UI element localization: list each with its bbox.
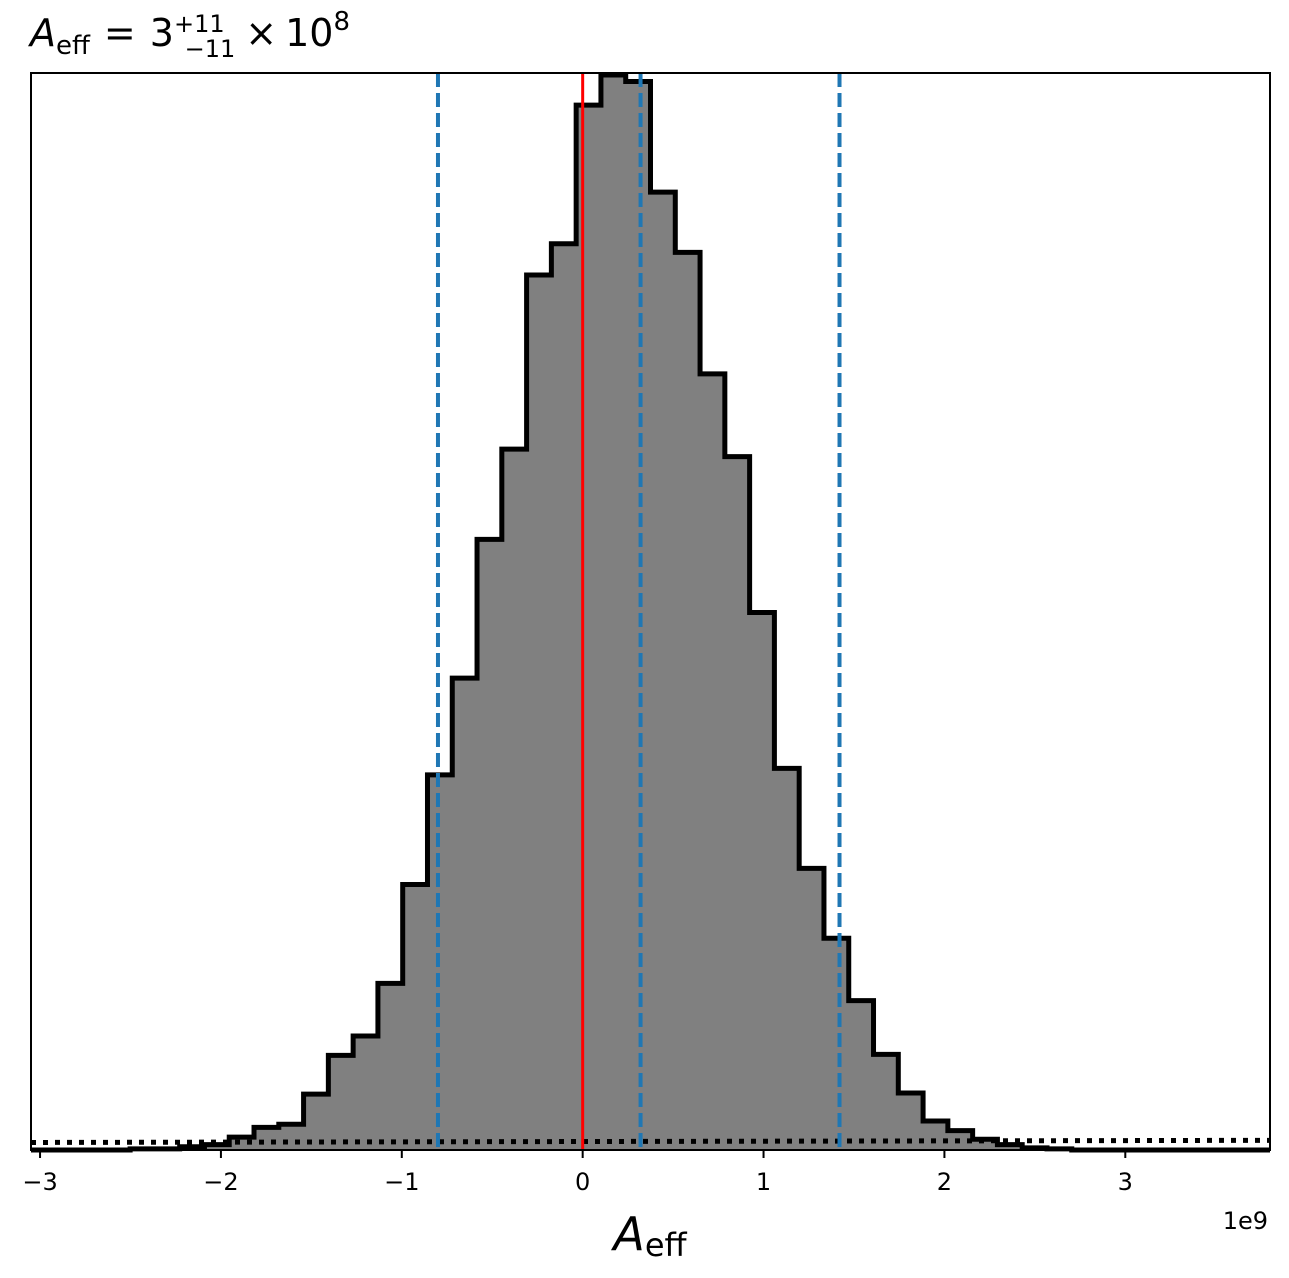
histogram-bar <box>724 456 751 1150</box>
histogram-bar <box>278 1124 305 1150</box>
axes-frame <box>30 72 1271 1151</box>
histogram-bar <box>477 539 503 1150</box>
histogram-bar <box>823 938 850 1150</box>
histogram-bar <box>675 252 701 1150</box>
histogram-outline <box>31 72 1270 1153</box>
histogram-bar <box>526 274 552 1150</box>
histogram-bar <box>328 1055 354 1150</box>
histogram-bar <box>848 1000 875 1150</box>
histogram-bar <box>625 81 651 1151</box>
histogram-bar <box>576 105 602 1151</box>
histogram-bar <box>923 1120 949 1150</box>
histogram-bar <box>377 983 404 1150</box>
histogram-bar <box>501 449 528 1151</box>
histogram-bar <box>204 1144 230 1150</box>
histogram-bar <box>873 1054 899 1150</box>
histogram-bar <box>947 1130 974 1150</box>
x-tick-label: 2 <box>937 1168 952 1196</box>
histogram-bar <box>551 243 577 1150</box>
histogram-bar <box>254 1127 280 1150</box>
histogram-bar <box>353 1036 379 1150</box>
x-tick-label: −1 <box>384 1168 419 1196</box>
x-tick-label: −3 <box>22 1168 57 1196</box>
histogram-bar <box>700 373 726 1151</box>
plot-area <box>30 72 1271 1153</box>
x-tick-label: −2 <box>203 1168 238 1196</box>
x-axis-label: Aeff <box>610 1207 687 1264</box>
chart-title: Aeff = 3+11 −11 × 108 <box>27 7 350 63</box>
histogram-bar <box>650 192 676 1151</box>
prior-line <box>30 1137 1271 1145</box>
histogram-bar <box>402 884 428 1150</box>
histogram-bar <box>972 1139 998 1150</box>
x-offset-text: 1e9 <box>1223 1207 1268 1235</box>
histogram-bar <box>774 768 800 1150</box>
histogram-bar <box>799 868 825 1150</box>
histogram-bar <box>749 612 775 1150</box>
x-ticks: −3 −2 −1 0 1 2 3 <box>22 1150 1133 1196</box>
histogram-bar <box>427 774 453 1150</box>
x-tick-label: 0 <box>575 1168 590 1196</box>
prior-line-layer <box>30 1137 1271 1145</box>
histogram-bar <box>600 75 627 1150</box>
histogram <box>31 72 1270 1153</box>
x-tick-label: 1 <box>756 1168 771 1196</box>
x-tick-label: 3 <box>1118 1168 1133 1196</box>
histogram-bar <box>452 678 478 1150</box>
histogram-bar <box>997 1144 1023 1150</box>
reference-lines <box>435 73 842 1150</box>
